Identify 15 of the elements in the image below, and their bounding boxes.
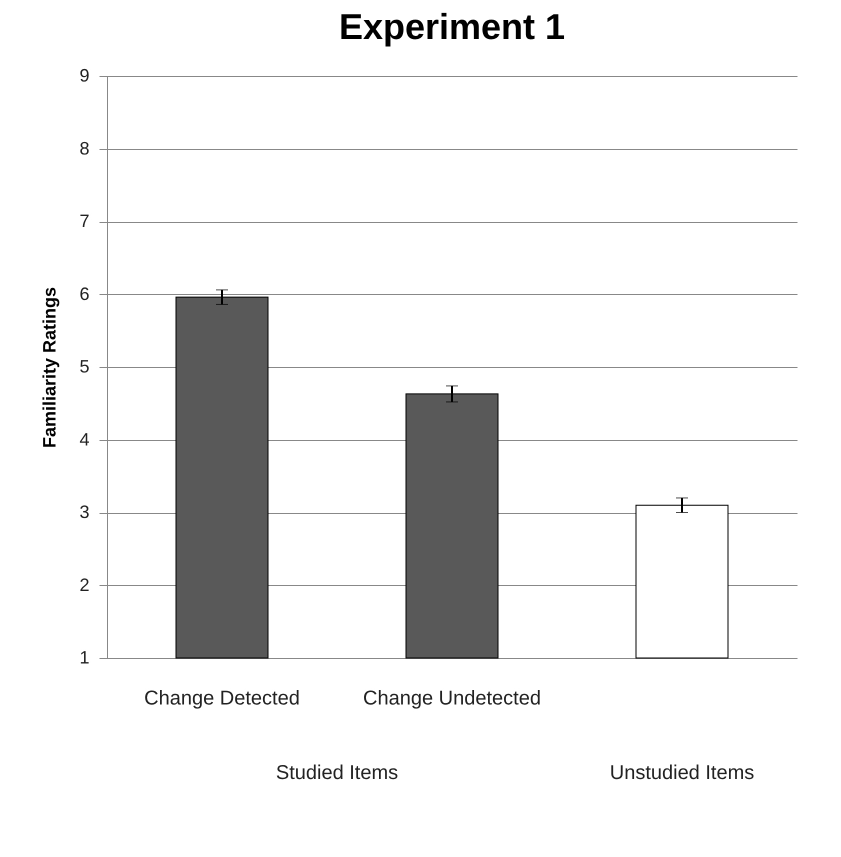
x-tick-label: Change Detected	[144, 688, 300, 710]
y-axis-title: Familiarity Ratings	[39, 286, 60, 448]
y-tick-label: 5	[79, 356, 90, 376]
text: Unstudied Items	[610, 762, 754, 784]
x-tick-label: Change Undetected	[363, 688, 541, 710]
y-tick-label: 9	[79, 66, 90, 86]
chart-title: Experiment 1	[338, 6, 566, 47]
y-tick-label: 4	[79, 429, 90, 450]
y-tick-label: 8	[79, 138, 90, 158]
y-tick-label: 7	[79, 211, 90, 231]
y-tick-label: 3	[79, 502, 90, 522]
y-tick-label: 6	[79, 284, 90, 304]
text: Studied Items	[276, 762, 398, 784]
y-tick-label: 1	[79, 648, 90, 668]
y-tick-label: 2	[79, 574, 90, 595]
